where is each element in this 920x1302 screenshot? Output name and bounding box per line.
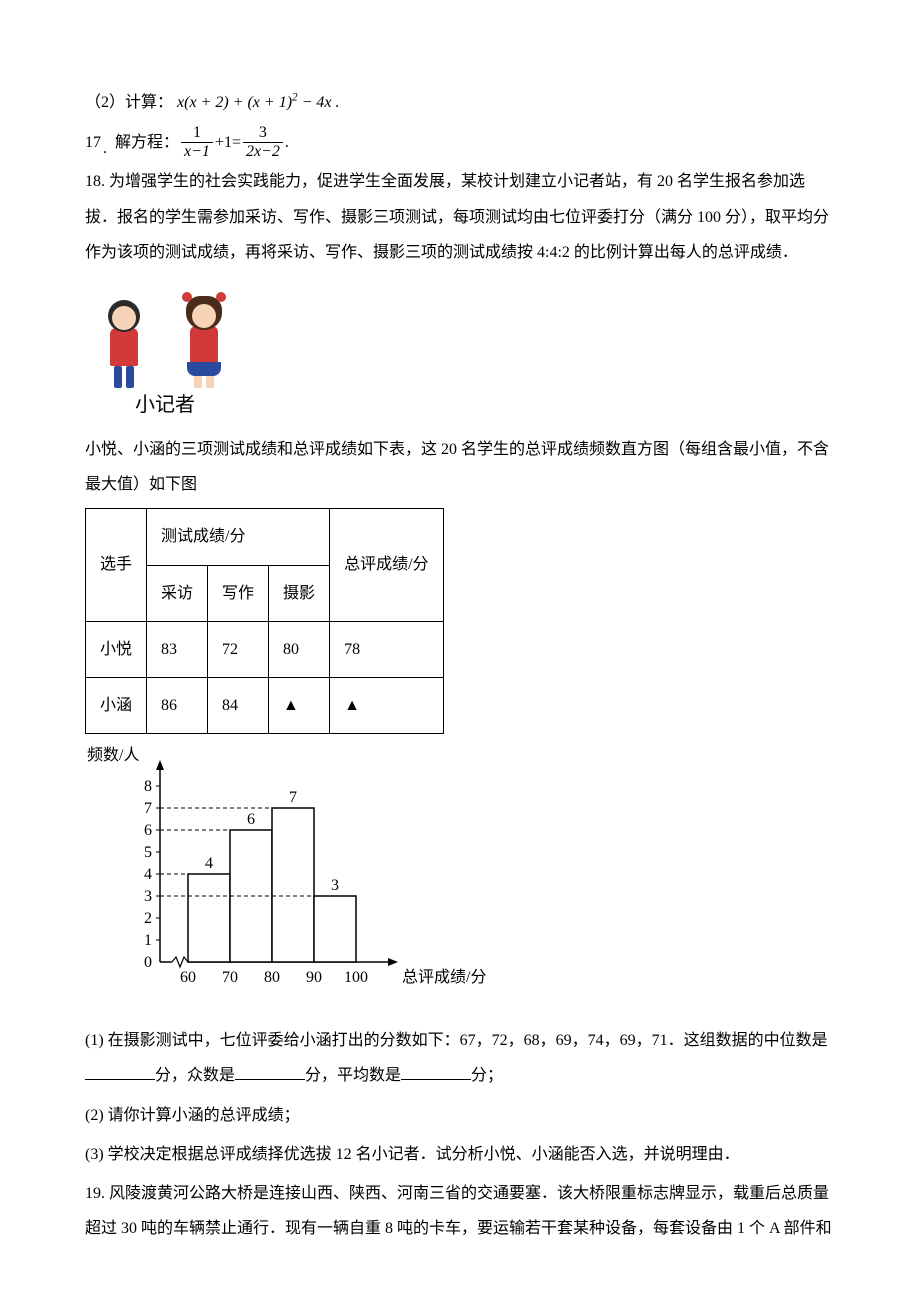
q18-sub1-b: 分，众数是 bbox=[155, 1067, 235, 1084]
q17: 17 . 解方程： 1 x−1 +1= 3 2x−2 . bbox=[85, 124, 835, 160]
svg-text:2: 2 bbox=[144, 910, 152, 927]
kid-girl bbox=[186, 296, 222, 388]
q16-2-prefix: （2）计算： bbox=[85, 94, 173, 111]
q18-sub1-a: (1) 在摄影测试中，七位评委给小涵打出的分数如下：67，72，68，69，74… bbox=[85, 1032, 828, 1049]
svg-text:100: 100 bbox=[344, 969, 368, 986]
q16-part2: （2）计算： x(x + 2) + (x + 1)2 − 4x . bbox=[85, 85, 835, 120]
q17-prefix: 解方程： bbox=[115, 125, 179, 160]
th-score: 测试成绩/分 bbox=[147, 509, 330, 565]
q17-plus: +1= bbox=[215, 125, 241, 160]
q18-sub1: (1) 在摄影测试中，七位评委给小涵打出的分数如下：67，72，68，69，74… bbox=[85, 1023, 835, 1093]
score-table: 选手 测试成绩/分 总评成绩/分 采访 写作 摄影 小悦 83 72 80 78… bbox=[85, 508, 444, 734]
q19: 19. 风陵渡黄河公路大桥是连接山西、陕西、河南三省的交通要塞．该大桥限重标志牌… bbox=[85, 1176, 835, 1246]
q18-para1-text: 为增强学生的社会实践能力，促进学生全面发展，某校计划建立小记者站，有 20 名学… bbox=[85, 173, 829, 260]
svg-text:0: 0 bbox=[144, 954, 152, 971]
table-row: 小涵 86 84 ▲ ▲ bbox=[86, 677, 444, 733]
r1-c2: 72 bbox=[208, 621, 269, 677]
th-player: 选手 bbox=[86, 509, 147, 621]
table-row: 选手 测试成绩/分 总评成绩/分 bbox=[86, 509, 444, 565]
svg-text:3: 3 bbox=[144, 888, 152, 905]
svg-text:4: 4 bbox=[205, 855, 213, 872]
svg-text:60: 60 bbox=[180, 969, 196, 986]
svg-text:1: 1 bbox=[144, 932, 152, 949]
kid-boy bbox=[108, 300, 140, 388]
q18-sub1-d: 分； bbox=[471, 1067, 503, 1084]
q16-2-expr: x(x + 2) + (x + 1)2 − 4x . bbox=[177, 94, 340, 111]
q17-num: 17 bbox=[85, 125, 101, 160]
r2-c1: 86 bbox=[147, 677, 208, 733]
th-total: 总评成绩/分 bbox=[330, 509, 443, 621]
svg-text:7: 7 bbox=[289, 789, 297, 806]
q17-frac-left: 1 x−1 bbox=[181, 124, 213, 160]
svg-text:70: 70 bbox=[222, 969, 238, 986]
blank-mean bbox=[401, 1064, 471, 1080]
r1-c3: 80 bbox=[269, 621, 330, 677]
blank-mode bbox=[235, 1064, 305, 1080]
th-writing: 写作 bbox=[208, 565, 269, 621]
svg-text:8: 8 bbox=[144, 778, 152, 795]
svg-text:3: 3 bbox=[331, 877, 339, 894]
svg-text:5: 5 bbox=[144, 844, 152, 861]
r1-tot: 78 bbox=[330, 621, 443, 677]
q18-para1: 18. 为增强学生的社会实践能力，促进学生全面发展，某校计划建立小记者站，有 2… bbox=[85, 164, 835, 270]
histogram-svg: 频数/人 0 1 2 3 4 5 6 7 8 60 70 80 90 100 总评成绩/分 4 6 7 3 bbox=[85, 742, 505, 1002]
kids-caption: 小记者 bbox=[85, 383, 245, 427]
th-interview: 采访 bbox=[147, 565, 208, 621]
q19-para: 风陵渡黄河公路大桥是连接山西、陕西、河南三省的交通要塞．该大桥限重标志牌显示，载… bbox=[85, 1185, 832, 1237]
svg-text:7: 7 bbox=[144, 800, 152, 817]
r2-c2: 84 bbox=[208, 677, 269, 733]
q18-sub1-c: 分，平均数是 bbox=[305, 1067, 401, 1084]
q17-end: . bbox=[285, 125, 289, 160]
svg-text:4: 4 bbox=[144, 866, 152, 883]
r2-name: 小涵 bbox=[86, 677, 147, 733]
q19-num: 19. bbox=[85, 1185, 105, 1202]
th-photo: 摄影 bbox=[269, 565, 330, 621]
r2-c3: ▲ bbox=[269, 677, 330, 733]
r1-c1: 83 bbox=[147, 621, 208, 677]
histogram: 频数/人 0 1 2 3 4 5 6 7 8 60 70 80 90 100 总评成绩/分 4 6 7 3 bbox=[85, 742, 835, 1015]
r2-tot: ▲ bbox=[330, 677, 443, 733]
table-row: 小悦 83 72 80 78 bbox=[86, 621, 444, 677]
q18-sub2: (2) 请你计算小涵的总评成绩； bbox=[85, 1098, 835, 1133]
kids-illustration bbox=[85, 278, 245, 388]
q17-frac-right: 3 2x−2 bbox=[243, 124, 283, 160]
svg-text:80: 80 bbox=[264, 969, 280, 986]
blank-median bbox=[85, 1064, 155, 1080]
svg-text:总评成绩/分: 总评成绩/分 bbox=[402, 968, 486, 986]
r1-name: 小悦 bbox=[86, 621, 147, 677]
q18-para2: 小悦、小涵的三项测试成绩和总评成绩如下表，这 20 名学生的总评成绩频数直方图（… bbox=[85, 432, 835, 502]
q18-sub3: (3) 学校决定根据总评成绩择优选拔 12 名小记者．试分析小悦、小涵能否入选，… bbox=[85, 1137, 835, 1172]
svg-text:90: 90 bbox=[306, 969, 322, 986]
svg-text:6: 6 bbox=[144, 822, 152, 839]
svg-text:频数/人: 频数/人 bbox=[87, 746, 139, 764]
q18-num: 18. bbox=[85, 173, 105, 190]
svg-text:6: 6 bbox=[247, 811, 255, 828]
q17-dot: . bbox=[103, 131, 107, 166]
